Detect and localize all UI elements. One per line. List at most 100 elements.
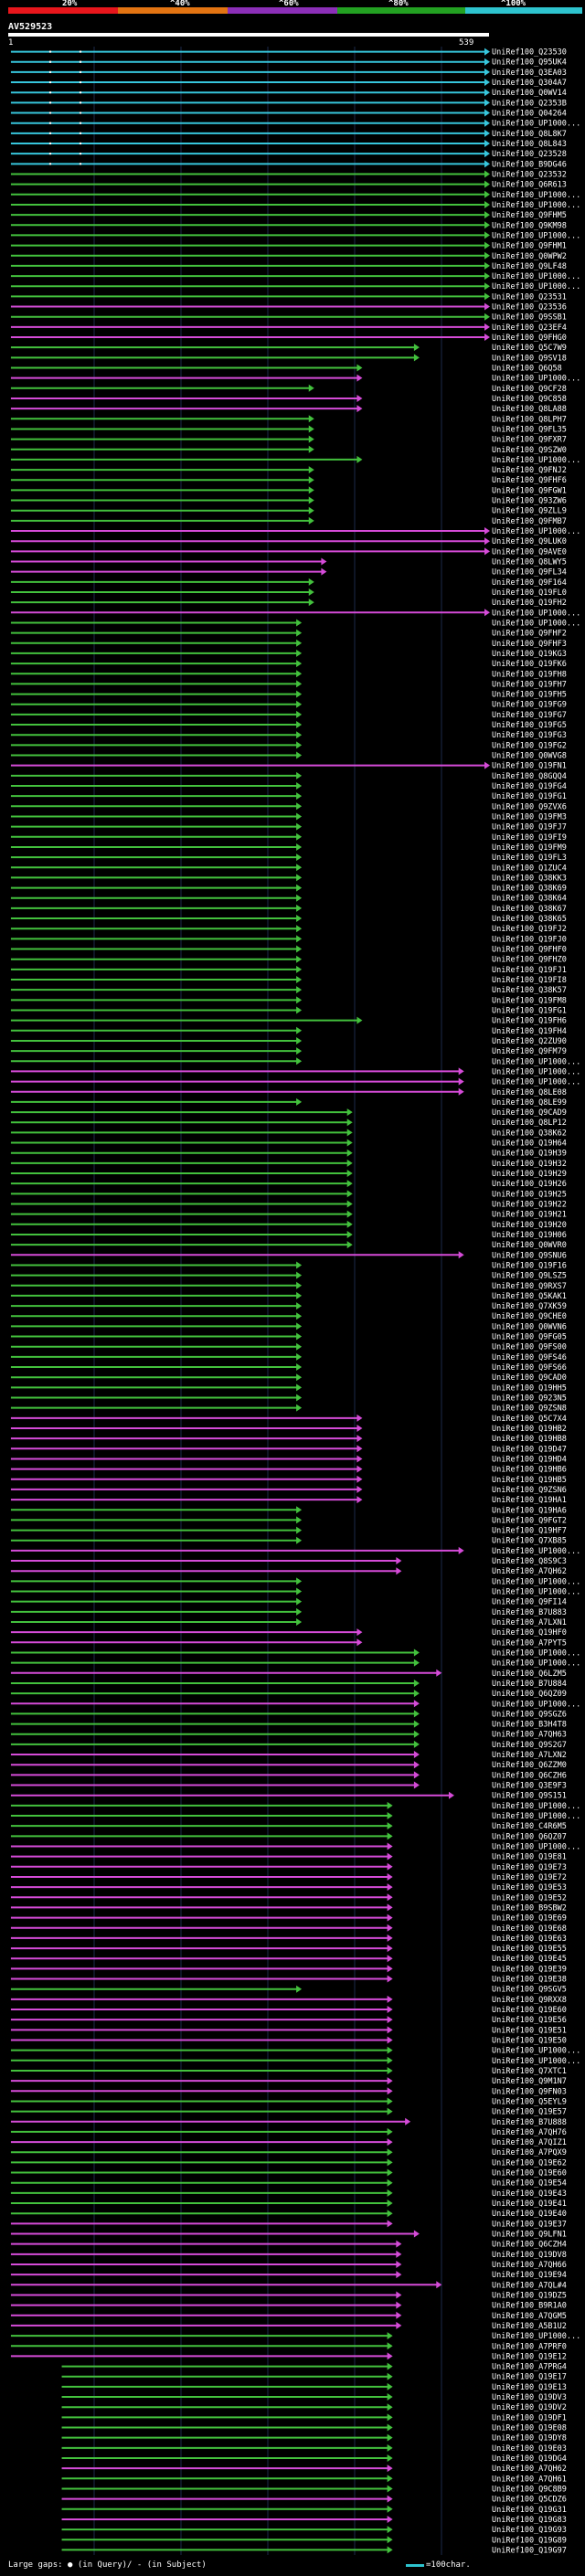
hit-arrow [484, 150, 490, 158]
hit-label: UniRef100_A7QH66 [492, 2261, 567, 2270]
hit-arrow [296, 864, 303, 872]
hit-label: UniRef100_Q19H26 [492, 1180, 567, 1189]
hit-row: UniRef100_Q19DV8 [10, 2250, 567, 2260]
hit-row: UniRef100_A7QGM5 [10, 2311, 567, 2321]
hit-arrow [413, 1761, 420, 1769]
hit-label: UniRef100_Q19FG4 [492, 782, 567, 791]
hit-row: UniRef100_Q304A7 [10, 79, 567, 88]
hit-arrow [296, 1516, 303, 1524]
hit-row: UniRef100_B7U888 [10, 2117, 567, 2127]
hit-row: UniRef100_Q19DG4 [61, 2454, 567, 2464]
hit-label: UniRef100_Q9LFN1 [492, 2231, 567, 2240]
hit-label: UniRef100_Q9FN03 [492, 2087, 567, 2096]
hit-label: UniRef100_Q7XK59 [492, 1302, 567, 1311]
hit-arrow [387, 2189, 393, 2197]
hit-arrow [396, 2260, 402, 2268]
hit-arrow [436, 1669, 442, 1677]
hit-label: UniRef100_Q9M1N7 [492, 2077, 567, 2086]
hit-row: UniRef100_UP1000... [10, 2332, 580, 2341]
hit-arrow [296, 1383, 303, 1392]
hit-label: UniRef100_Q8GQQ4 [492, 772, 567, 781]
hit-arrow [356, 1638, 363, 1647]
hit-row: UniRef100_B3H4T8 [10, 1720, 567, 1730]
hit-row: UniRef100_Q8LE08 [10, 1087, 567, 1097]
hit-label: UniRef100_Q19DV2 [492, 2403, 567, 2412]
hit-arrow [484, 160, 490, 168]
hit-arrow [346, 1170, 353, 1178]
hit-arrow [308, 445, 314, 453]
hit-row: UniRef100_Q19FG9 [10, 700, 567, 710]
hit-row: UniRef100_A7QH76 [10, 2127, 567, 2137]
hit-label: UniRef100_Q3E9F3 [492, 1782, 567, 1791]
hit-row: UniRef100_A7QIZ1 [10, 2138, 567, 2147]
hit-label: UniRef100_Q9C8B9 [492, 2485, 567, 2494]
hit-arrow [458, 1251, 464, 1259]
hit-arrow [346, 1200, 353, 1208]
hit-label: UniRef100_Q19FG5 [492, 721, 567, 730]
hit-row: UniRef100_A7QL#4 [10, 2281, 567, 2290]
hit-row: UniRef100_Q38KK3 [10, 874, 567, 883]
hit-label: UniRef100_Q19G31 [492, 2506, 567, 2515]
hit-row: UniRef100_Q19FG5 [10, 721, 567, 730]
hit-arrow [484, 251, 490, 260]
hit-row: UniRef100_Q6LZM5 [10, 1669, 567, 1679]
hit-row: UniRef100_Q2353B [10, 99, 567, 108]
hit-row: UniRef100_Q6ZZM0 [10, 1761, 567, 1770]
hit-row: UniRef100_Q19E63 [10, 1934, 567, 1944]
hit-arrow [356, 374, 363, 382]
hit-arrow [387, 1801, 393, 1809]
hit-label: UniRef100_Q9FGW1 [492, 486, 567, 495]
scale-label: =100char. [426, 2560, 471, 2570]
hit-row: UniRef100_Q9SGV5 [10, 1985, 567, 1995]
hit-label: UniRef100_Q9SZW0 [492, 446, 567, 455]
hit-label: UniRef100_Q9FG05 [492, 1333, 567, 1342]
hit-arrow [356, 1414, 363, 1422]
hit-row: UniRef100_Q6R613 [10, 180, 567, 190]
hit-row: UniRef100_Q38K65 [10, 915, 567, 924]
hit-row: UniRef100_Q19E03 [61, 2443, 567, 2454]
hit-label: UniRef100_Q9FHF6 [492, 476, 567, 485]
hit-label: UniRef100_Q9FGT2 [492, 1516, 567, 1525]
hit-arrow [413, 1659, 420, 1667]
hit-label: UniRef100_Q8LPH7 [492, 415, 567, 424]
hit-row: UniRef100_Q9FS00 [10, 1342, 567, 1352]
legend-label-40: ^40% [170, 0, 190, 8]
hit-label: UniRef100_Q38K57 [492, 986, 567, 995]
hit-label: UniRef100_Q19FN1 [492, 762, 567, 771]
hit-label: UniRef100_Q9FI14 [492, 1598, 567, 1607]
hit-row: UniRef100_Q19E39 [10, 1965, 567, 1974]
hit-arrow [387, 2138, 393, 2147]
hit-arrow [413, 1710, 420, 1718]
hit-row: UniRef100_Q9AVE0 [10, 547, 567, 557]
hit-label: UniRef100_Q19E43 [492, 2189, 567, 2199]
hit-arrow [296, 1322, 303, 1330]
hit-row: UniRef100_Q19H64 [10, 1139, 567, 1149]
hit-arrow [436, 2281, 442, 2289]
hit-arrow [308, 599, 314, 607]
hit-arrow [296, 1506, 303, 1514]
hit-label: UniRef100_UP1000... [492, 609, 580, 618]
hit-row: UniRef100_Q19H25 [10, 1190, 567, 1199]
hit-row: UniRef100_Q19FH6 [10, 1016, 567, 1026]
hit-label: UniRef100_A7LXN1 [492, 1618, 567, 1627]
hit-label: UniRef100_Q9SNU6 [492, 1251, 567, 1260]
hit-label: UniRef100_Q19H25 [492, 1190, 567, 1199]
hit-label: UniRef100_Q23EF4 [492, 323, 567, 333]
hit-arrow [296, 1526, 303, 1534]
hit-label: UniRef100_Q5C7W9 [492, 344, 567, 353]
axis-start-label: 1 [8, 38, 14, 48]
hit-row: UniRef100_Q19E51 [10, 2026, 567, 2035]
hit-row: UniRef100_Q19E55 [10, 1945, 567, 1954]
hit-row: UniRef100_Q19E73 [10, 1862, 567, 1872]
hit-row: UniRef100_Q19DF1 [61, 2413, 567, 2422]
hit-arrow [387, 2342, 393, 2350]
hit-row: UniRef100_A7PYT5 [10, 1638, 567, 1648]
hit-label: UniRef100_Q9C858 [492, 395, 567, 404]
hit-arrow [346, 1139, 353, 1147]
legend-bar-40 [118, 7, 228, 14]
hit-arrow [356, 1475, 363, 1483]
hit-label: UniRef100_Q19FH6 [492, 1017, 567, 1026]
hit-arrow [308, 425, 314, 433]
hit-arrow [387, 1872, 393, 1881]
hit-label: UniRef100_Q8LE99 [492, 1098, 567, 1108]
